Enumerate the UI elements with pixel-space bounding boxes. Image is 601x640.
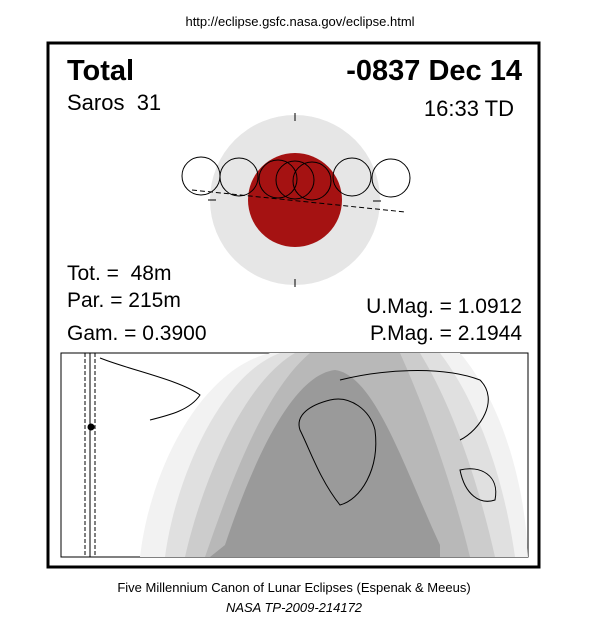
umbra [248, 153, 342, 247]
gamma: Gam. = 0.3900 [67, 322, 207, 345]
moon-path [191, 189, 406, 213]
subsolar-point [87, 423, 95, 431]
eclipse-type: Total [67, 55, 134, 87]
moon-position [219, 157, 259, 197]
source-url: http://eclipse.gsfc.nasa.gov/eclipse.htm… [185, 14, 414, 29]
publication: NASA TP-2009-214172 [226, 600, 363, 615]
eclipse-date: -0837 Dec 14 [346, 55, 522, 87]
eclipse-time: 16:33 TD [424, 96, 514, 121]
coastline [339, 370, 489, 441]
canon-credit: Five Millennium Canon of Lunar Eclipses … [117, 580, 470, 595]
totality-duration: Tot. = 48m [67, 262, 171, 285]
coastline [298, 398, 377, 506]
coastline [459, 468, 497, 502]
visibility-map [60, 352, 529, 558]
moon-position [258, 159, 298, 199]
umbral-magnitude: U.Mag. = 1.0912 [366, 295, 522, 318]
moon-position [292, 161, 332, 201]
shadow-diagram [181, 113, 411, 287]
partial-duration: Par. = 215m [67, 289, 181, 312]
moon-position [275, 160, 315, 200]
saros: Saros 31 [67, 90, 161, 115]
moon-position [371, 158, 411, 198]
coastline [99, 357, 201, 421]
moon-position [332, 157, 372, 197]
full-visibility [210, 370, 440, 557]
penumbral-magnitude: P.Mag. = 2.1944 [370, 322, 522, 345]
